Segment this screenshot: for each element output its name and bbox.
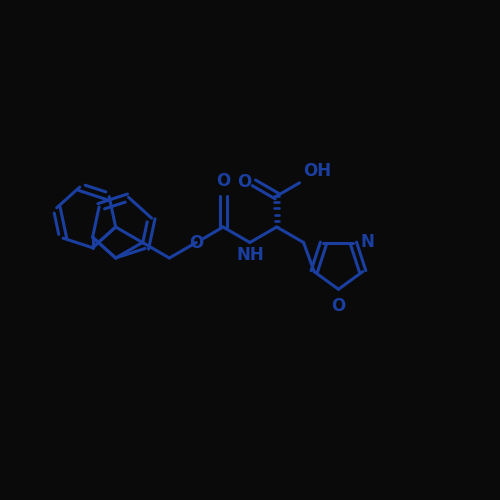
Text: N: N bbox=[360, 233, 374, 251]
Text: OH: OH bbox=[303, 162, 331, 180]
Text: O: O bbox=[332, 297, 345, 315]
Text: NH: NH bbox=[236, 246, 264, 264]
Text: O: O bbox=[216, 172, 230, 190]
Text: O: O bbox=[189, 234, 204, 252]
Text: O: O bbox=[237, 173, 252, 191]
